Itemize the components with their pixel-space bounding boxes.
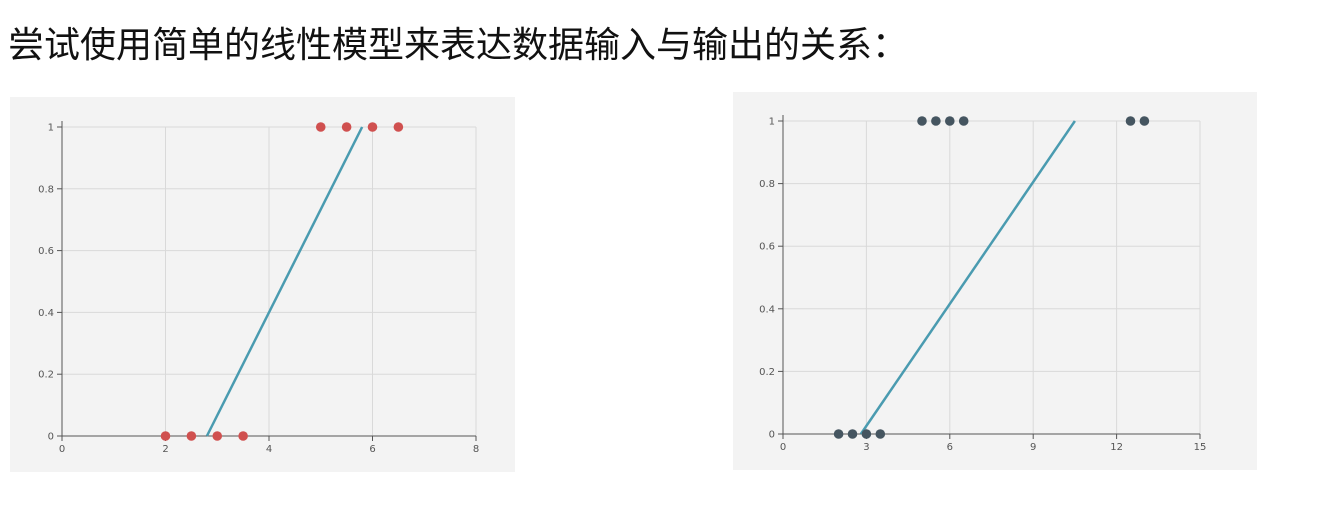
x-tick-label: 12 bbox=[1110, 442, 1123, 453]
y-tick-label: 0.8 bbox=[38, 184, 54, 195]
data-point bbox=[931, 116, 941, 126]
data-point bbox=[212, 431, 223, 441]
data-point bbox=[160, 431, 171, 441]
chart-panel-right: 0 0.2 0.4 0.6 0.8 1 0 3 6 9 12 15 bbox=[733, 92, 1257, 470]
x-tick-label: 2 bbox=[162, 444, 168, 455]
x-tick-label: 6 bbox=[947, 442, 953, 453]
y-tick-label: 0.8 bbox=[759, 179, 775, 190]
y-tick-label: 0.4 bbox=[38, 308, 54, 319]
data-point bbox=[1125, 116, 1136, 126]
linear-fit-line bbox=[859, 120, 1076, 435]
y-tick-label: 0.2 bbox=[759, 367, 775, 378]
data-point bbox=[917, 116, 927, 126]
y-tick-label: 1 bbox=[48, 123, 54, 134]
x-tick-label: 0 bbox=[780, 442, 786, 453]
data-point bbox=[186, 431, 197, 441]
y-tick-label: 0 bbox=[769, 430, 775, 441]
chart-panel-left: 0 0.2 0.4 0.6 0.8 1 0 2 4 6 8 bbox=[10, 97, 515, 472]
data-point bbox=[393, 122, 404, 132]
y-tick-label: 1 bbox=[769, 117, 775, 128]
x-tick-label: 4 bbox=[266, 444, 272, 455]
data-point bbox=[833, 429, 844, 439]
y-tick-label: 0.6 bbox=[759, 242, 775, 253]
y-tick-label: 0 bbox=[48, 432, 54, 443]
data-point bbox=[861, 429, 872, 439]
data-point bbox=[875, 429, 886, 439]
x-tick-label: 3 bbox=[863, 442, 869, 453]
data-point bbox=[341, 122, 352, 132]
chart-right: 0 0.2 0.4 0.6 0.8 1 0 3 6 9 12 15 bbox=[759, 115, 1207, 453]
data-point bbox=[847, 429, 858, 439]
y-tick-label: 0.4 bbox=[759, 304, 775, 315]
data-point bbox=[238, 431, 248, 441]
data-point bbox=[315, 122, 326, 132]
x-tick-label: 0 bbox=[59, 444, 65, 455]
x-tick-label: 8 bbox=[473, 444, 479, 455]
y-tick-label: 0.2 bbox=[38, 370, 54, 381]
x-tick-label: 15 bbox=[1194, 442, 1207, 453]
data-point bbox=[945, 116, 955, 126]
data-point bbox=[958, 116, 969, 126]
x-tick-label: 9 bbox=[1030, 442, 1036, 453]
y-tick-label: 0.6 bbox=[38, 246, 54, 257]
chart-left: 0 0.2 0.4 0.6 0.8 1 0 2 4 6 8 bbox=[38, 121, 479, 455]
page-heading: 尝试使用简单的线性模型来表达数据输入与输出的关系： bbox=[8, 25, 909, 66]
data-point bbox=[1139, 116, 1150, 126]
linear-fit-line bbox=[205, 126, 364, 437]
data-point bbox=[367, 122, 378, 132]
x-tick-label: 6 bbox=[369, 444, 375, 455]
